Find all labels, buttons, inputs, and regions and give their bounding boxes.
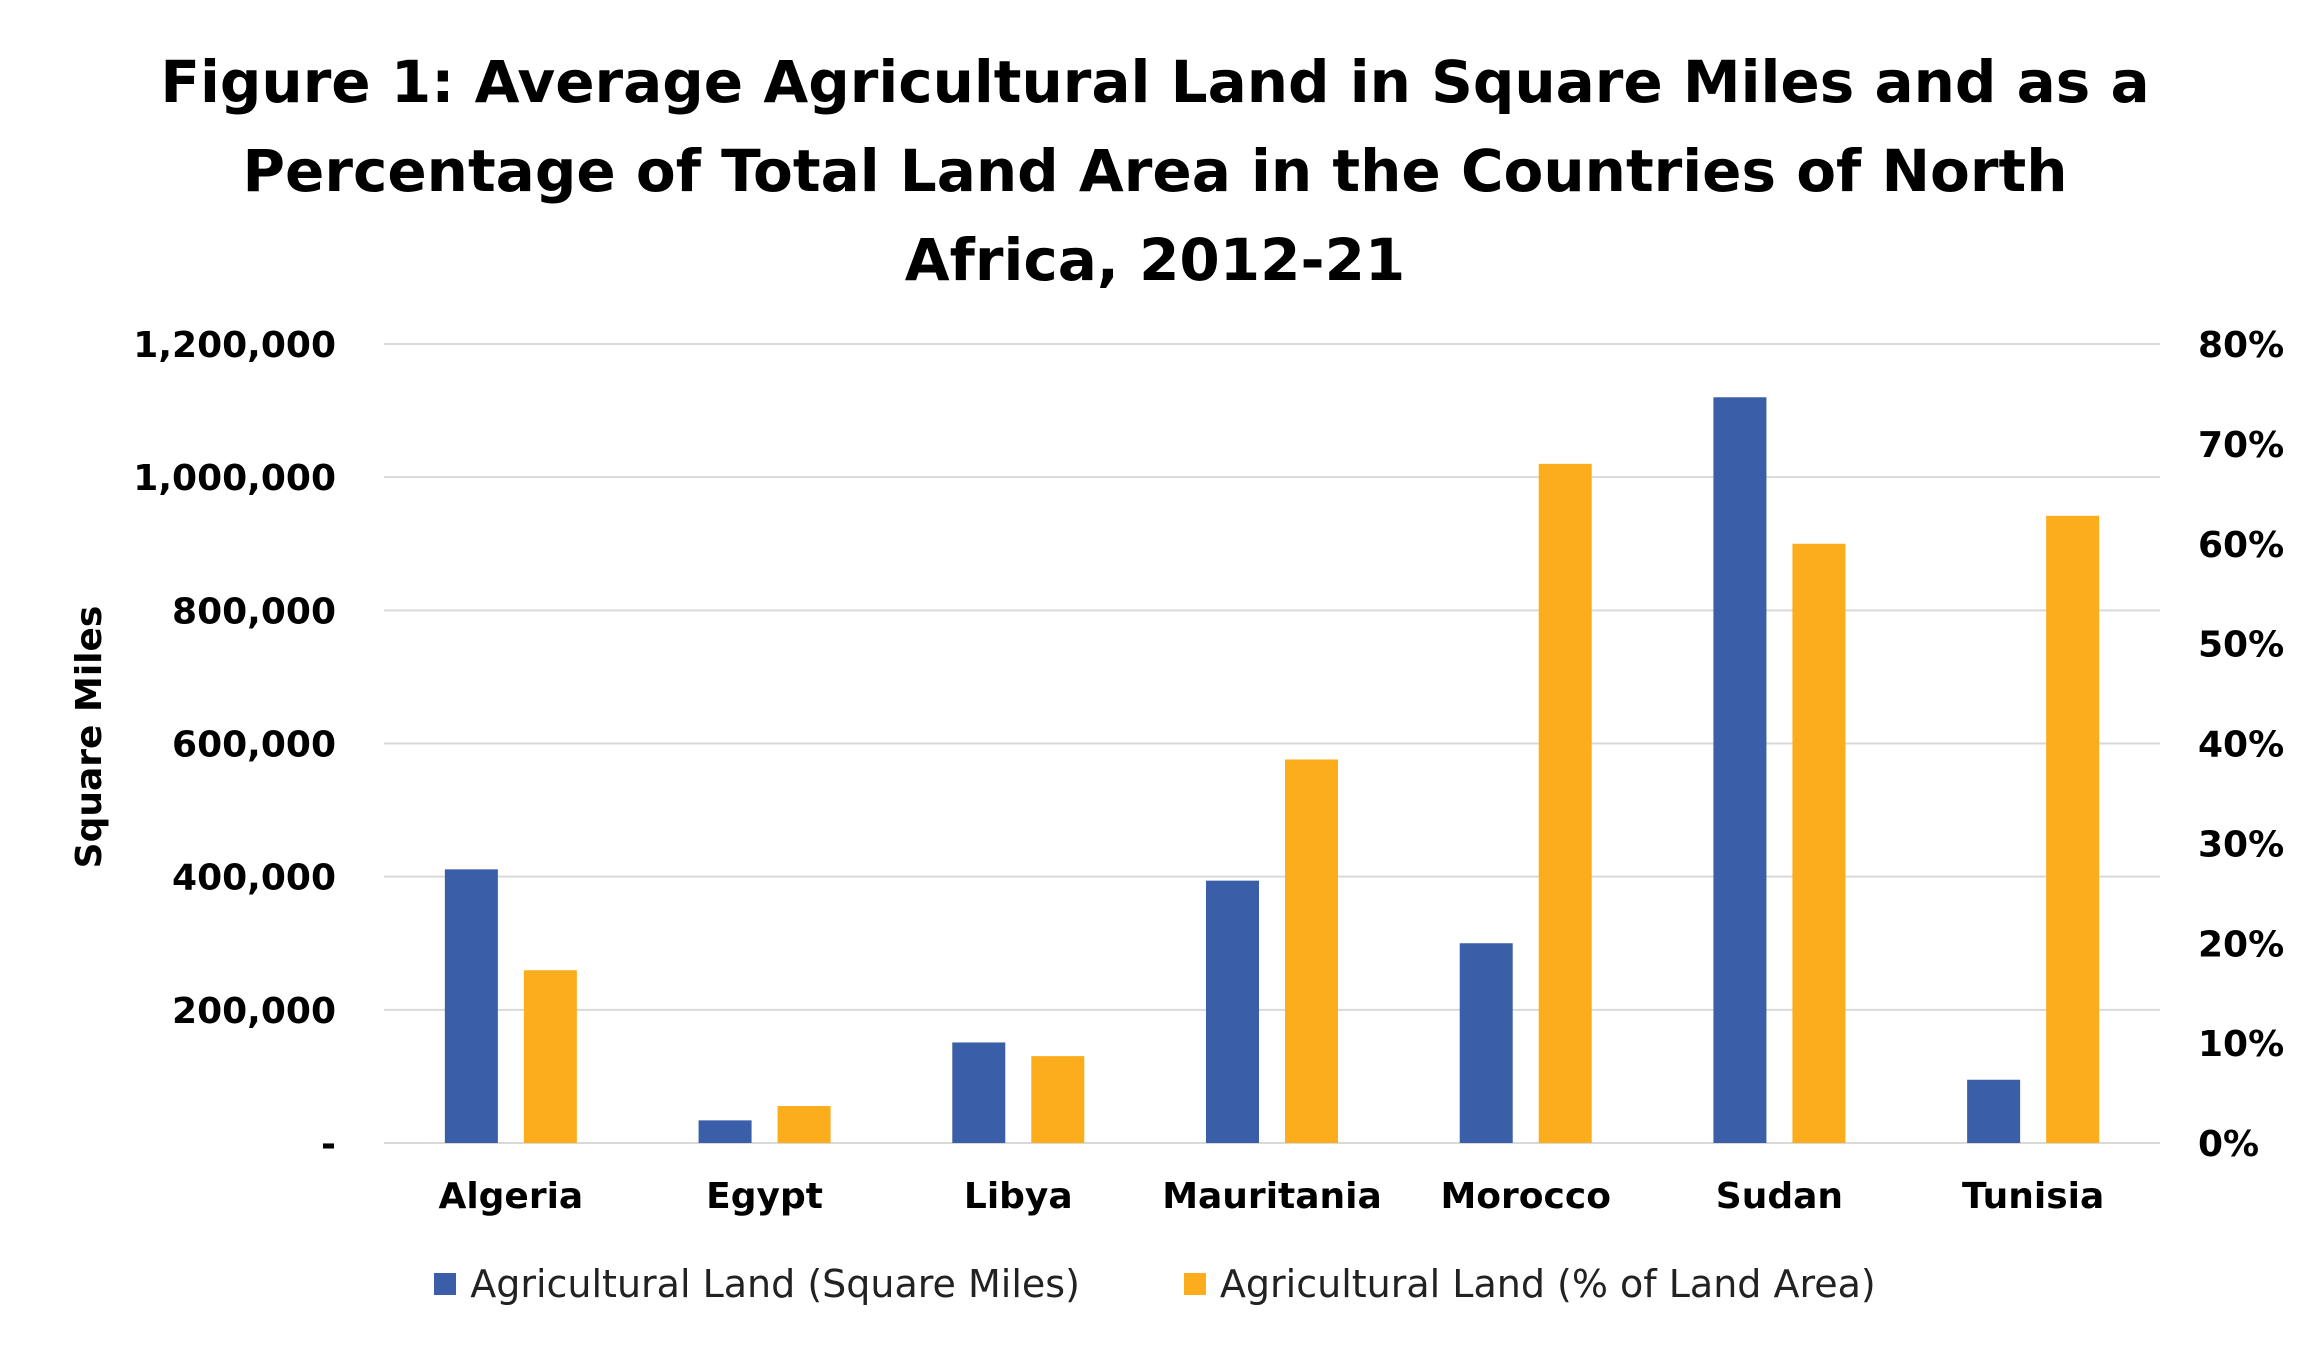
- legend-swatch-square-miles: [434, 1273, 457, 1295]
- legend-label-percent: Agricultural Land (% of Land Area): [1219, 1262, 1876, 1306]
- bar-percent-egypt: [777, 1106, 831, 1143]
- chart-title-line: Percentage of Total Land Area in the Cou…: [242, 137, 2068, 205]
- bar-percent-libya: [1031, 1056, 1085, 1143]
- legend-item-percent: Agricultural Land (% of Land Area): [1183, 1262, 1876, 1306]
- right-y-axis: 0% 10% 20% 30% 40% 50% 60% 70% 80%: [2198, 325, 2284, 1165]
- bar-square-miles-tunisia: [1967, 1079, 2021, 1143]
- y-axis-label: Square Miles: [69, 606, 110, 869]
- bar-percent-tunisia: [2046, 515, 2100, 1143]
- legend-item-square-miles: Agricultural Land (Square Miles): [434, 1262, 1080, 1306]
- bars: [444, 397, 2100, 1144]
- right-tick-label: 80%: [2198, 325, 2284, 366]
- bar-square-miles-mauritania: [1206, 880, 1259, 1143]
- left-tick-label: 400,000: [172, 858, 336, 899]
- right-tick-label: 60%: [2198, 525, 2284, 566]
- category-label-mauritania: Mauritania: [1162, 1176, 1382, 1217]
- left-y-axis: - 200,000 400,000 600,000 800,000 1,000,000 1,…: [133, 325, 336, 1165]
- bar-square-miles-egypt: [698, 1120, 752, 1143]
- right-tick-label: 50%: [2198, 625, 2284, 666]
- right-tick-label: 30%: [2198, 824, 2284, 865]
- right-tick-label: 0%: [2198, 1124, 2259, 1165]
- bar-square-miles-sudan: [1713, 397, 1767, 1143]
- left-tick-label: 800,000: [172, 591, 336, 632]
- chart-title-line: Figure 1: Average Agricultural Land in S…: [160, 48, 2150, 116]
- category-label-tunisia: Tunisia: [1962, 1176, 2104, 1217]
- legend-swatch-percent: [1183, 1273, 1206, 1295]
- left-tick-label: 600,000: [172, 725, 336, 766]
- category-label-sudan: Sudan: [1716, 1176, 1843, 1217]
- bar-percent-mauritania: [1285, 759, 1338, 1143]
- category-label-morocco: Morocco: [1440, 1176, 1610, 1217]
- x-axis: Algeria Egypt Libya Mauritania Morocco Sudan T…: [438, 1176, 2104, 1217]
- bar-percent-morocco: [1538, 463, 1592, 1144]
- right-tick-label: 70%: [2198, 425, 2284, 466]
- right-tick-label: 10%: [2198, 1024, 2284, 1065]
- bar-square-miles-libya: [952, 1042, 1006, 1143]
- bar-percent-sudan: [1792, 543, 1846, 1143]
- left-tick-label: 200,000: [172, 991, 336, 1032]
- bar-square-miles-morocco: [1459, 943, 1513, 1143]
- legend: Agricultural Land (Square Miles) Agricul…: [0, 1262, 2310, 1306]
- chart-title: Figure 1: Average Agricultural Land in S…: [0, 38, 2310, 305]
- category-label-algeria: Algeria: [438, 1176, 583, 1217]
- category-label-egypt: Egypt: [706, 1176, 823, 1217]
- bar-square-miles-algeria: [444, 869, 498, 1143]
- right-tick-label: 40%: [2198, 725, 2284, 766]
- right-tick-label: 20%: [2198, 924, 2284, 965]
- category-label-libya: Libya: [964, 1176, 1073, 1217]
- chart-title-line: Africa, 2012-21: [904, 226, 1406, 294]
- left-tick-label: 1,000,000: [133, 458, 336, 499]
- legend-label-square-miles: Agricultural Land (Square Miles): [470, 1262, 1080, 1306]
- left-tick-label: 1,200,000: [133, 325, 336, 366]
- left-tick-label: -: [321, 1124, 336, 1165]
- gridlines: [384, 343, 2160, 1144]
- bar-percent-algeria: [523, 970, 577, 1143]
